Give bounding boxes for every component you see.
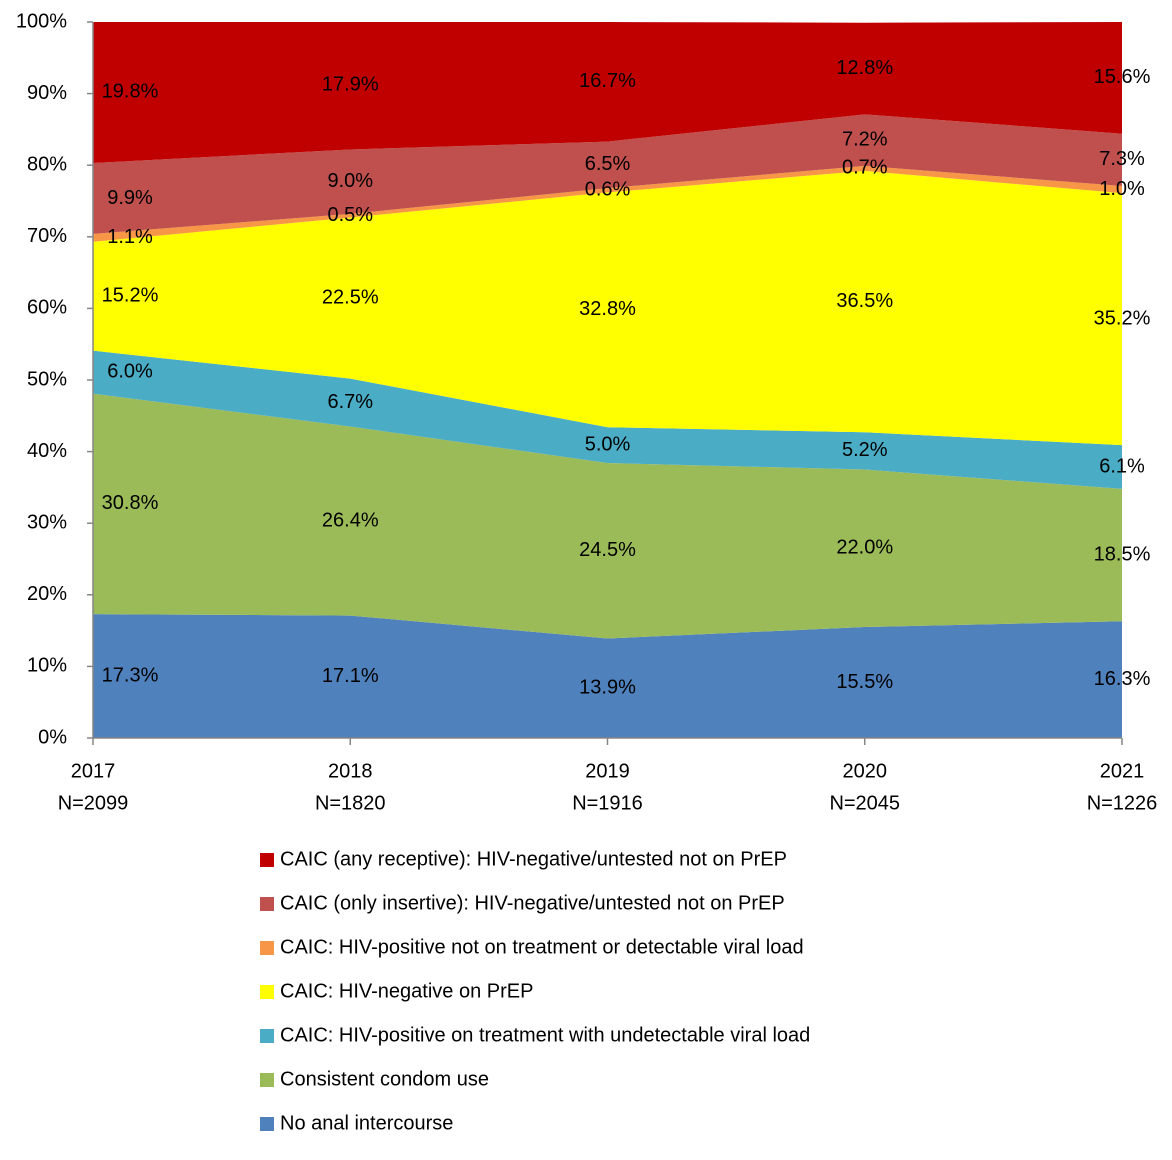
area xyxy=(93,614,1122,738)
y-tick-label: 50% xyxy=(27,368,67,390)
data-label: 16.3% xyxy=(1094,668,1151,690)
data-label: 1.0% xyxy=(1099,178,1145,200)
y-tick-label: 40% xyxy=(27,440,67,462)
data-label: 0.6% xyxy=(585,179,631,201)
y-tick-label: 0% xyxy=(38,726,67,748)
data-label: 22.5% xyxy=(322,286,379,308)
data-label: 19.8% xyxy=(102,80,159,102)
data-label: 6.7% xyxy=(327,391,373,413)
data-label: 26.4% xyxy=(322,509,379,531)
data-label: 32.8% xyxy=(579,298,636,320)
plot-area xyxy=(93,22,1122,738)
data-label: 12.8% xyxy=(836,57,893,79)
legend-label: CAIC: HIV-negative on PrEP xyxy=(280,980,533,1002)
x-tick-sublabel: N=2045 xyxy=(829,792,900,814)
area xyxy=(93,350,1122,489)
legend-swatch xyxy=(260,941,274,955)
data-label: 18.5% xyxy=(1094,543,1151,565)
area xyxy=(93,170,1122,446)
x-tick-sublabel: N=2099 xyxy=(58,792,129,814)
legend-swatch xyxy=(260,1029,274,1043)
data-label: 1.1% xyxy=(107,226,153,248)
legend-label: Consistent condom use xyxy=(280,1068,489,1090)
x-tick-label: 2020 xyxy=(843,760,888,782)
data-label: 17.9% xyxy=(322,74,379,96)
y-tick-label: 60% xyxy=(27,297,67,319)
x-tick-sublabel: N=1226 xyxy=(1087,792,1158,814)
data-label: 36.5% xyxy=(836,290,893,312)
data-label: 7.3% xyxy=(1099,148,1145,170)
data-label: 6.5% xyxy=(585,153,631,175)
data-label: 7.2% xyxy=(842,128,888,150)
data-label: 0.5% xyxy=(327,204,373,226)
x-tick-label: 2017 xyxy=(71,760,116,782)
legend-label: CAIC: HIV-positive on treatment with und… xyxy=(280,1024,810,1046)
data-label: 9.0% xyxy=(327,170,373,192)
legend-label: CAIC (any receptive): HIV-negative/untes… xyxy=(280,848,787,870)
area xyxy=(93,114,1122,234)
data-label: 16.7% xyxy=(579,70,636,92)
data-label: 30.8% xyxy=(102,492,159,514)
data-label: 6.0% xyxy=(107,360,153,382)
data-label: 0.7% xyxy=(842,157,888,179)
x-tick-label: 2018 xyxy=(328,760,373,782)
x-tick-label: 2019 xyxy=(585,760,630,782)
x-tick-label: 2021 xyxy=(1100,760,1145,782)
x-tick-sublabel: N=1820 xyxy=(315,792,386,814)
y-tick-label: 70% xyxy=(27,225,67,247)
legend-swatch xyxy=(260,897,274,911)
legend-label: CAIC (only insertive): HIV-negative/unte… xyxy=(280,892,785,914)
data-label: 15.6% xyxy=(1094,66,1151,88)
data-label: 5.2% xyxy=(842,439,888,461)
data-label: 9.9% xyxy=(107,187,153,209)
legend-swatch xyxy=(260,1117,274,1131)
legend-swatch xyxy=(260,853,274,867)
x-tick-sublabel: N=1916 xyxy=(572,792,643,814)
y-tick-label: 90% xyxy=(27,82,67,104)
legend-swatch xyxy=(260,985,274,999)
legend-swatch xyxy=(260,1073,274,1087)
legend-label: CAIC: HIV-positive not on treatment or d… xyxy=(280,936,804,958)
data-label: 13.9% xyxy=(579,677,636,699)
data-label: 6.1% xyxy=(1099,455,1145,477)
data-label: 24.5% xyxy=(579,539,636,561)
data-label: 15.5% xyxy=(836,671,893,693)
data-label: 5.0% xyxy=(585,433,631,455)
y-tick-label: 30% xyxy=(27,511,67,533)
data-label: 35.2% xyxy=(1094,307,1151,329)
data-label: 22.0% xyxy=(836,537,893,559)
area xyxy=(93,393,1122,639)
y-tick-label: 10% xyxy=(27,655,67,677)
legend-label: No anal intercourse xyxy=(280,1112,453,1134)
data-label: 17.3% xyxy=(102,664,159,686)
area xyxy=(93,22,1122,164)
y-tick-label: 20% xyxy=(27,583,67,605)
y-tick-label: 80% xyxy=(27,153,67,175)
data-label: 15.2% xyxy=(102,285,159,307)
y-tick-label: 100% xyxy=(16,10,67,32)
data-label: 17.1% xyxy=(322,665,379,687)
